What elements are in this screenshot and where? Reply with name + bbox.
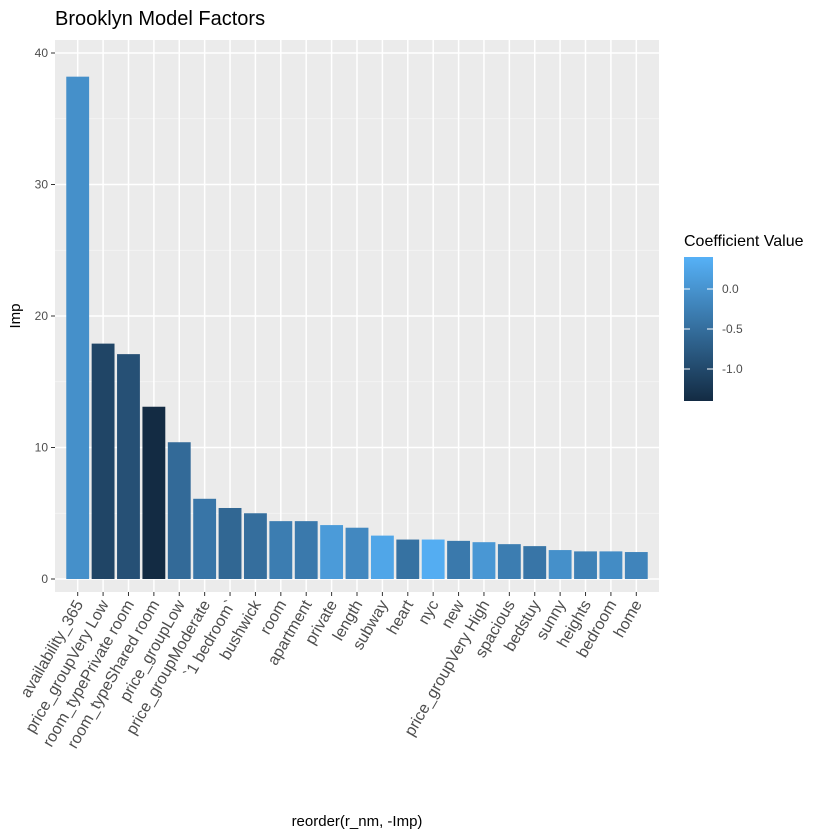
bar-19 bbox=[548, 550, 572, 579]
bars bbox=[66, 76, 648, 580]
legend-title: Coefficient Value bbox=[684, 233, 804, 250]
bar-0 bbox=[66, 76, 90, 580]
bar-21 bbox=[599, 551, 623, 579]
bar-1 bbox=[91, 343, 115, 579]
bar-7 bbox=[244, 513, 267, 579]
bar-4 bbox=[167, 442, 191, 579]
bar-13 bbox=[396, 539, 420, 579]
legend-label: -1.0 bbox=[722, 362, 743, 376]
bar-12 bbox=[370, 535, 394, 579]
y-tick-label: 0 bbox=[41, 572, 48, 586]
legend: Coefficient Value 0.0 -0.5 -1.0 bbox=[684, 233, 804, 401]
x-tick-label: heart bbox=[384, 597, 417, 638]
bar-9 bbox=[294, 521, 318, 579]
bar-15 bbox=[447, 540, 470, 579]
y-tick-label: 20 bbox=[35, 309, 49, 323]
y-tick-label: 30 bbox=[35, 178, 49, 192]
bar-10 bbox=[320, 525, 344, 579]
y-axis: 0 10 20 30 40 bbox=[35, 46, 55, 586]
bar-6 bbox=[218, 507, 242, 579]
x-axis-title: reorder(r_nm, -Imp) bbox=[292, 813, 423, 830]
bar-5 bbox=[193, 498, 217, 579]
legend-label: -0.5 bbox=[722, 322, 743, 336]
y-axis-title: Imp bbox=[7, 303, 24, 328]
bar-18 bbox=[523, 546, 547, 579]
bar-22 bbox=[624, 552, 648, 579]
legend-label: 0.0 bbox=[722, 282, 739, 296]
chart-title: Brooklyn Model Factors bbox=[55, 8, 265, 30]
y-tick-label: 40 bbox=[35, 46, 49, 60]
bar-11 bbox=[345, 527, 369, 579]
bar-8 bbox=[269, 521, 293, 579]
bar-3 bbox=[142, 406, 166, 579]
bar-17 bbox=[497, 544, 521, 579]
bar-14 bbox=[421, 539, 445, 579]
bar-2 bbox=[117, 354, 140, 579]
bar-20 bbox=[574, 551, 597, 579]
y-tick-label: 10 bbox=[35, 441, 49, 455]
bar-16 bbox=[472, 542, 496, 579]
